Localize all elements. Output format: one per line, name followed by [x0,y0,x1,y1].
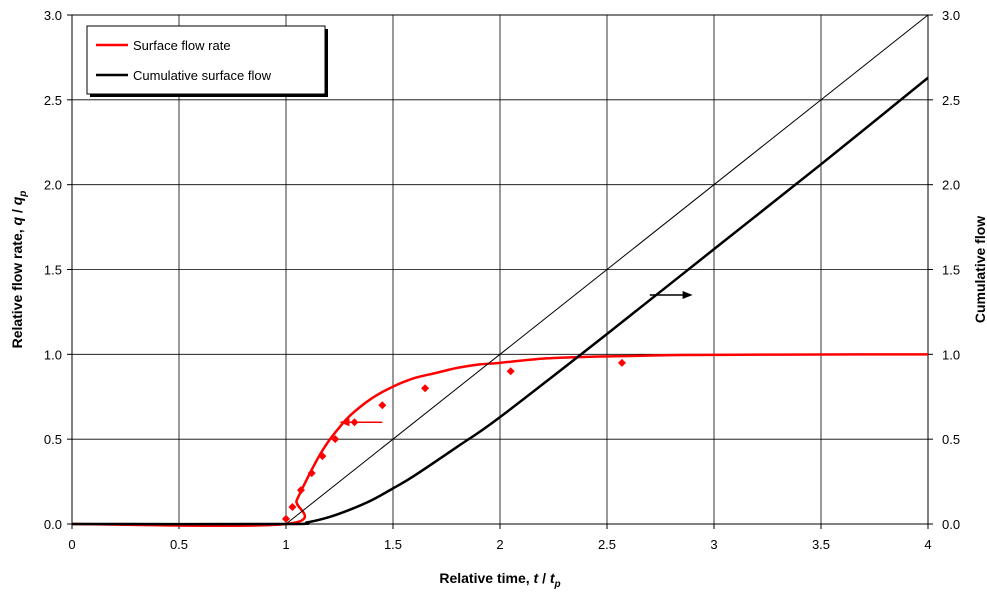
y-axis-ticks: 0.0 0.5 1.0 1.5 2.0 2.5 3.0 [44,8,72,532]
y-tick-label: 0.0 [44,517,62,532]
y-tick-label: 1.0 [44,347,62,362]
data-point [318,452,327,461]
data-point [506,367,515,376]
arrow-left-icon [339,418,350,427]
y2-tick-label: 0.5 [942,432,960,447]
data-point [331,435,340,444]
data-point [421,384,430,393]
series-layer [71,14,929,528]
y2-tick-label: 3.0 [942,8,960,23]
data-point [288,503,297,512]
x-tick-label: 1 [282,537,289,552]
x-tick-label: 0.5 [170,537,188,552]
data-point [378,401,387,410]
y-tick-label: 2.5 [44,93,62,108]
y-tick-label: 2.0 [44,178,62,193]
legend: Surface flow rate Cumulative surface flow [86,25,328,97]
series-line-cumulative-surface-flow [71,76,929,526]
x-tick-label: 3.5 [812,537,830,552]
x-tick-label: 2 [496,537,503,552]
y-axis-title: Relative flow rate, q / qp [9,191,29,349]
series-line-surface-flow-rate [71,353,929,528]
data-point [282,514,290,523]
legend-label: Cumulative surface flow [133,68,272,83]
x-axis-ticks: 0 0.5 1 1.5 2 2.5 3 3.5 4 [68,524,932,552]
x-axis-title: Relative time, t / tp [439,570,560,590]
legend-entries: Surface flow rate Cumulative surface flow [96,38,272,83]
x-tick-label: 3 [710,537,717,552]
x-tick-label: 4 [924,537,931,552]
y2-tick-label: 1.0 [942,347,960,362]
y2-axis-title: Cumulative flow [972,216,987,323]
y-tick-label: 1.5 [44,263,62,278]
y2-axis-ticks: 0.0 0.5 1.0 1.5 2.0 2.5 3.0 [928,8,960,532]
x-tick-label: 1.5 [384,537,402,552]
series-line-reference-line [285,14,929,525]
arrow-right-icon [682,290,693,299]
x-tick-label: 0 [68,537,75,552]
y2-tick-label: 2.5 [942,93,960,108]
y-tick-label: 3.0 [44,8,62,23]
data-point [296,486,305,495]
y2-tick-label: 0.0 [942,517,960,532]
y-tick-label: 0.5 [44,432,62,447]
legend-label: Surface flow rate [133,38,231,53]
annotation-layer [339,290,693,427]
data-point [617,358,626,367]
x-tick-label: 2.5 [598,537,616,552]
y2-tick-label: 1.5 [942,263,960,278]
data-point [307,469,316,478]
y2-tick-label: 2.0 [942,178,960,193]
legend-box [86,25,326,95]
